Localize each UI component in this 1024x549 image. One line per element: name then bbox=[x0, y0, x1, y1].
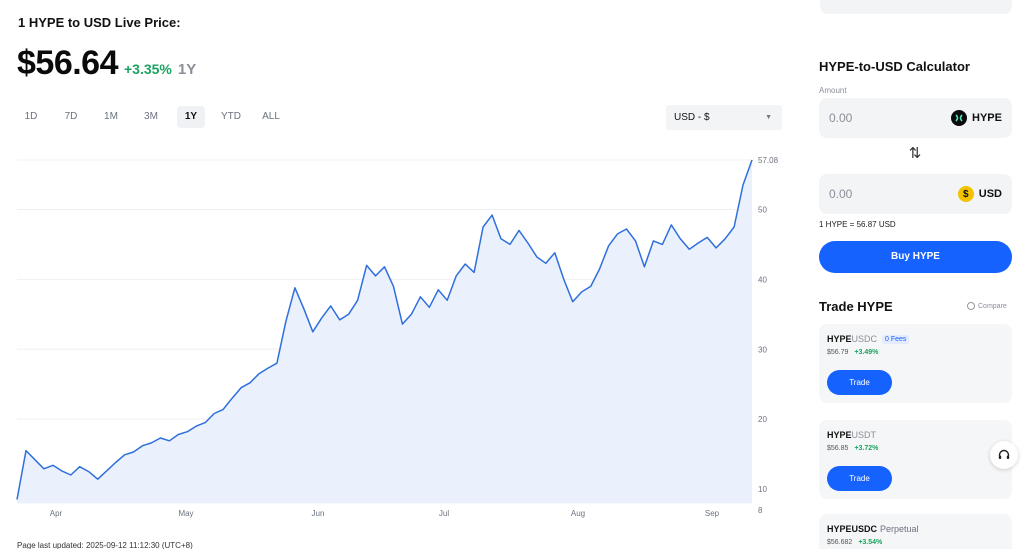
y-tick-label: 10 bbox=[758, 485, 767, 494]
side-panel: HYPE-to-USD Calculator Amount 0.00 HYPE … bbox=[808, 0, 1024, 549]
pair-base: HYPEUSDC bbox=[827, 524, 878, 534]
pair-name: HYPEUSDC 0 Fees bbox=[827, 334, 910, 344]
from-coin: HYPE bbox=[951, 110, 1002, 126]
y-tick-label: 30 bbox=[758, 345, 767, 354]
pair-suffix: Perpetual bbox=[880, 524, 919, 534]
x-tick-label: Apr bbox=[50, 509, 63, 518]
y-tick-label: 40 bbox=[758, 275, 767, 284]
pair-base: HYPE bbox=[827, 334, 852, 344]
pair-name: HYPEUSDT bbox=[827, 430, 876, 440]
x-tick-label: May bbox=[178, 509, 193, 518]
from-amount-field[interactable]: 0.00 HYPE bbox=[819, 98, 1012, 138]
amount-label: Amount bbox=[819, 86, 847, 95]
x-tick-label: Jul bbox=[439, 509, 449, 518]
pair-price: $56.85 bbox=[827, 445, 849, 452]
compare-label: Compare bbox=[978, 302, 1007, 310]
swap-icon[interactable]: ⇅ bbox=[908, 145, 922, 162]
headset-icon bbox=[998, 449, 1010, 459]
conversion-rate: 1 HYPE = 56.87 USD bbox=[819, 220, 896, 229]
pair-change: +3.49% bbox=[854, 349, 879, 356]
pair-quote: USDT bbox=[851, 430, 877, 440]
y-tick-label: 20 bbox=[758, 415, 767, 424]
from-amount-input[interactable]: 0.00 bbox=[829, 111, 853, 125]
y-tick-label: 57.08 bbox=[758, 156, 779, 165]
time-range-tabs: 1D 7D 1M 3M 1Y YTD ALL bbox=[17, 106, 285, 128]
x-tick-label: Jun bbox=[312, 509, 325, 518]
to-amount-field[interactable]: 0.00 $ USD bbox=[819, 174, 1012, 214]
pair-price-row: $56.85 +3.72% bbox=[827, 445, 878, 452]
range-tab-ytd[interactable]: YTD bbox=[221, 111, 241, 122]
trade-pair-card: HYPEUSDT $56.85 +3.72% Trade bbox=[819, 420, 1012, 499]
price-panel: 1 HYPE to USD Live Price: $56.64 +3.35% … bbox=[0, 15, 800, 549]
trade-button[interactable]: Trade bbox=[827, 370, 892, 395]
from-coin-label: HYPE bbox=[972, 112, 1002, 124]
range-tab-7d[interactable]: 7D bbox=[64, 111, 78, 122]
support-chat-button[interactable] bbox=[990, 441, 1018, 469]
compare-icon bbox=[967, 302, 975, 310]
trade-pair-card: HYPEUSDC Perpetual $56.682 +3.54% bbox=[819, 514, 1012, 549]
pair-price: $56.79 bbox=[827, 349, 849, 356]
range-tab-1y[interactable]: 1Y bbox=[177, 106, 205, 128]
hype-icon bbox=[951, 110, 968, 126]
pair-name: HYPEUSDC Perpetual bbox=[827, 524, 919, 534]
range-tab-all[interactable]: ALL bbox=[262, 111, 280, 122]
current-price: $56.64 bbox=[17, 44, 119, 82]
price-line bbox=[16, 159, 753, 500]
price-row: $56.64 +3.35% 1Y bbox=[17, 44, 196, 83]
price-chart[interactable]: 57.08 50 40 30 20 10 8 Apr May Jun Jul Aug Sep bbox=[0, 145, 800, 525]
trade-title: Trade HYPE bbox=[819, 299, 893, 314]
pair-price: $56.682 bbox=[827, 539, 853, 546]
trade-pair-card: HYPEUSDC 0 Fees $56.79 +3.49% Trade bbox=[819, 324, 1012, 403]
y-tick-label: 50 bbox=[758, 205, 767, 214]
dollar-icon: $ bbox=[957, 186, 974, 202]
x-tick-label: Sep bbox=[705, 509, 720, 518]
pair-base: HYPE bbox=[827, 430, 852, 440]
currency-select[interactable]: USD - $ ▼ bbox=[666, 105, 782, 130]
chevron-down-icon: ▼ bbox=[765, 114, 772, 121]
pair-change: +3.54% bbox=[858, 539, 883, 546]
y-tick-label: 8 bbox=[758, 506, 763, 515]
zero-fees-badge: 0 Fees bbox=[882, 334, 910, 344]
currency-select-value: USD - $ bbox=[674, 112, 710, 123]
to-coin: $ USD bbox=[957, 186, 1002, 202]
pair-quote: USDC bbox=[851, 334, 878, 344]
page-title: 1 HYPE to USD Live Price: bbox=[18, 15, 181, 30]
buy-hype-button[interactable]: Buy HYPE bbox=[819, 241, 1012, 273]
to-coin-label: USD bbox=[978, 188, 1002, 200]
x-tick-label: Aug bbox=[571, 509, 585, 518]
price-change: +3.35% bbox=[124, 61, 172, 77]
pair-change: +3.72% bbox=[854, 445, 879, 452]
top-card bbox=[820, 0, 1012, 14]
last-updated: Page last updated: 2025-09-12 11:12:30 (… bbox=[17, 541, 193, 549]
pair-price-row: $56.79 +3.49% bbox=[827, 349, 878, 356]
range-tab-1d[interactable]: 1D bbox=[24, 111, 38, 122]
price-area bbox=[17, 160, 752, 503]
price-period: 1Y bbox=[177, 61, 197, 78]
range-tab-1m[interactable]: 1M bbox=[104, 111, 118, 122]
pair-price-row: $56.682 +3.54% bbox=[827, 539, 882, 546]
trade-button[interactable]: Trade bbox=[827, 466, 892, 491]
to-amount-input[interactable]: 0.00 bbox=[829, 187, 853, 201]
calculator-title: HYPE-to-USD Calculator bbox=[819, 59, 970, 74]
range-tab-3m[interactable]: 3M bbox=[144, 111, 158, 122]
compare-link[interactable]: Compare bbox=[967, 302, 1007, 310]
